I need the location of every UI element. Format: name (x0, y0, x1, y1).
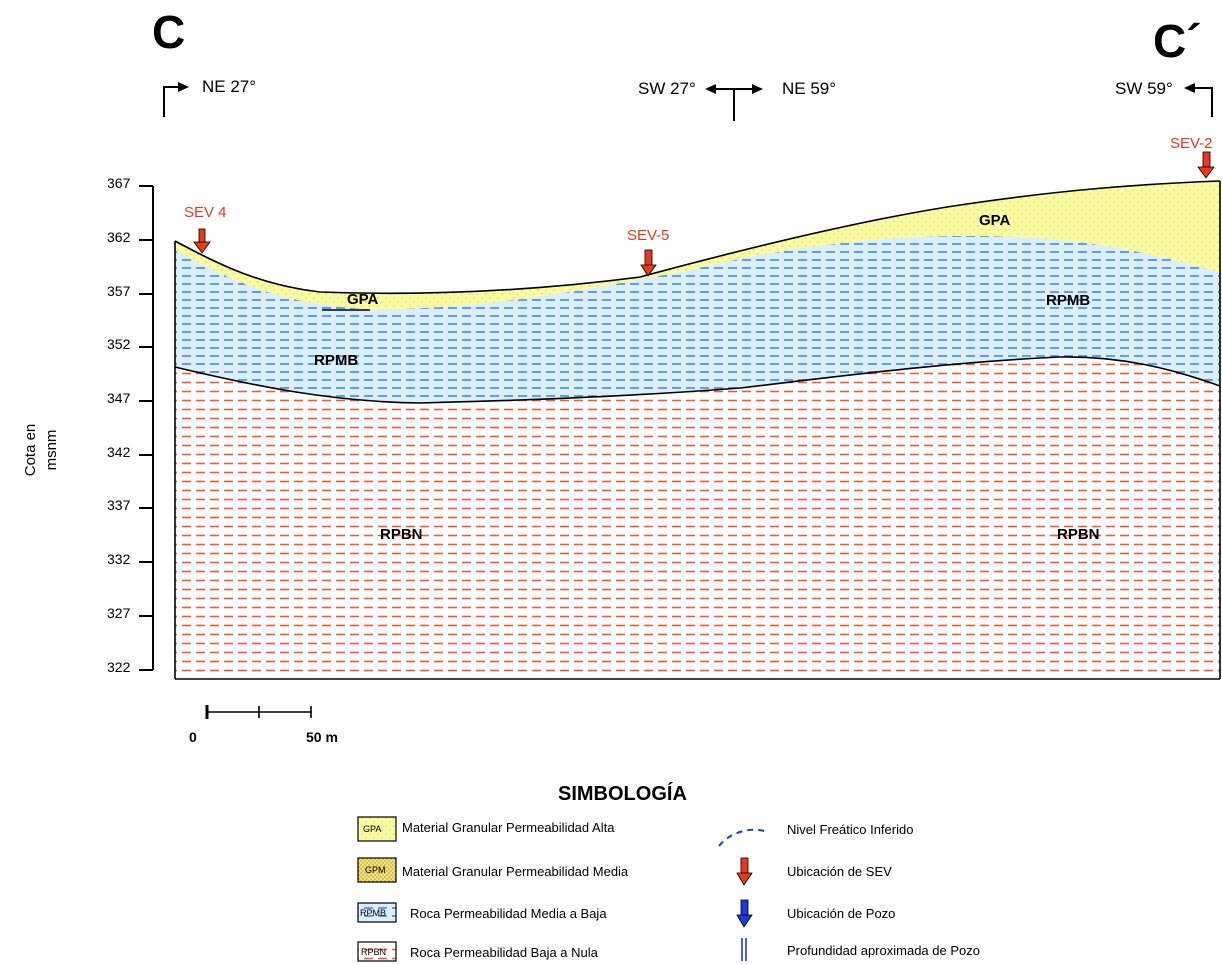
label-rpmb-left: RPMB (314, 352, 358, 369)
legend-label-rpmb: Roca Permeabilidad Media a Baja (410, 906, 607, 921)
sev-4-arrow-icon (193, 228, 211, 254)
legend-label-gpm: Material Granular Permeabilidad Media (402, 864, 629, 879)
legend-swatch-gpm (357, 857, 397, 883)
direction-sw59: SW 59° (1115, 79, 1173, 98)
tick-label-327: 327 (107, 605, 131, 621)
legend-label-sev: Ubicación de SEV (787, 864, 892, 879)
label-rpmb-right: RPMB (1046, 292, 1090, 309)
tick-label-347: 347 (107, 390, 131, 406)
sev-legend-arrow-icon (736, 857, 753, 886)
legend-swatch-rpmb (357, 902, 397, 923)
legend-code-gpm: GPM (365, 865, 386, 875)
legend-label-rpbn: Roca Permeabilidad Baja a Nula (410, 945, 599, 960)
legend-label-well-depth: Profundidad aproximada de Pozo (787, 943, 980, 958)
legend-code-rpbn: RPBN (361, 947, 386, 957)
legend-code-gpa: GPA (363, 824, 381, 834)
legend-label-well: Ubicación de Pozo (787, 906, 895, 921)
direction-arrow-sw59 (1184, 83, 1213, 117)
well-legend-arrow-icon (736, 899, 753, 928)
scale-bar (205, 705, 312, 719)
section-end-label: C´ (1153, 15, 1202, 67)
legend-code-rpmb: RPMB (360, 908, 386, 918)
tick-label-367: 367 (107, 175, 131, 191)
tick-label-357: 357 (107, 283, 131, 299)
legend-title: SIMBOLOGÍA (558, 782, 687, 805)
tick-label-332: 332 (107, 551, 131, 567)
sev-2-arrow-icon (1197, 151, 1215, 179)
elevation-axis (139, 185, 154, 671)
direction-arrow-mid (705, 84, 763, 121)
scale-end: 50 m (306, 729, 338, 745)
water-table-icon (718, 828, 768, 847)
label-gpa-right: GPA (979, 212, 1011, 229)
legend-label-water-table: Nivel Freático Inferido (787, 822, 913, 837)
legend-swatch-gpa (357, 816, 397, 842)
section-start-label: C (152, 6, 185, 58)
layer-rpbn (175, 356, 1220, 679)
well-depth-icon (741, 938, 747, 961)
tick-label-362: 362 (107, 229, 131, 245)
layer-rpmb (175, 235, 1220, 403)
direction-arrow-ne27 (163, 82, 189, 117)
label-rpbn-left: RPBN (380, 526, 423, 543)
sev-4-label: SEV 4 (184, 204, 227, 221)
layer-boundaries (174, 180, 1221, 680)
scale-start: 0 (189, 729, 197, 745)
direction-ne59: NE 59° (782, 79, 836, 98)
label-rpbn-right: RPBN (1057, 526, 1100, 543)
axis-title-line2: msnm (43, 430, 60, 471)
sev-5-label: SEV-5 (627, 227, 670, 244)
legend-label-gpa: Material Granular Permeabilidad Alta (402, 820, 615, 835)
label-gpa-left: GPA (347, 291, 379, 308)
direction-sw27: SW 27° (638, 79, 696, 98)
tick-label-322: 322 (107, 659, 131, 675)
tick-label-337: 337 (107, 497, 131, 513)
direction-ne27: NE 27° (202, 77, 256, 96)
legend-swatch-rpbn (357, 941, 397, 962)
sev-5-arrow-icon (640, 249, 657, 277)
layer-gpa (175, 181, 1220, 310)
tick-label-342: 342 (107, 444, 131, 460)
tick-label-352: 352 (107, 336, 131, 352)
sev-2-label: SEV-2 (1170, 135, 1213, 152)
axis-title-line1: Cota en (22, 424, 39, 477)
